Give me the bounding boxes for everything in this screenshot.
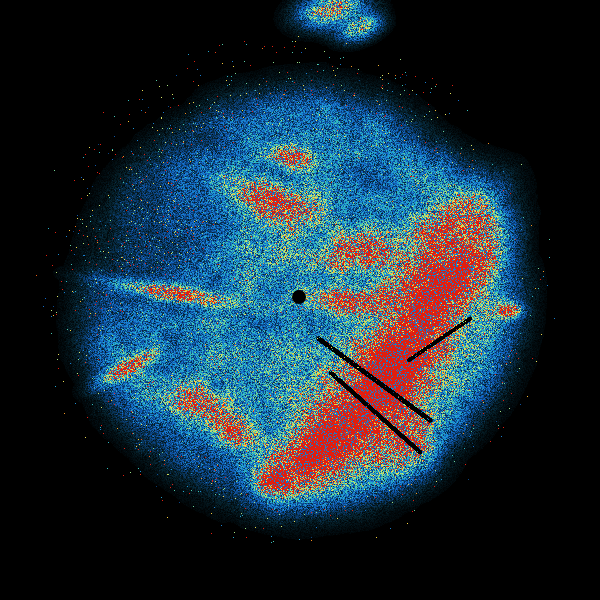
image-viewport: Cassiopeia A — [0, 0, 600, 600]
xray-sky-image — [0, 0, 600, 600]
